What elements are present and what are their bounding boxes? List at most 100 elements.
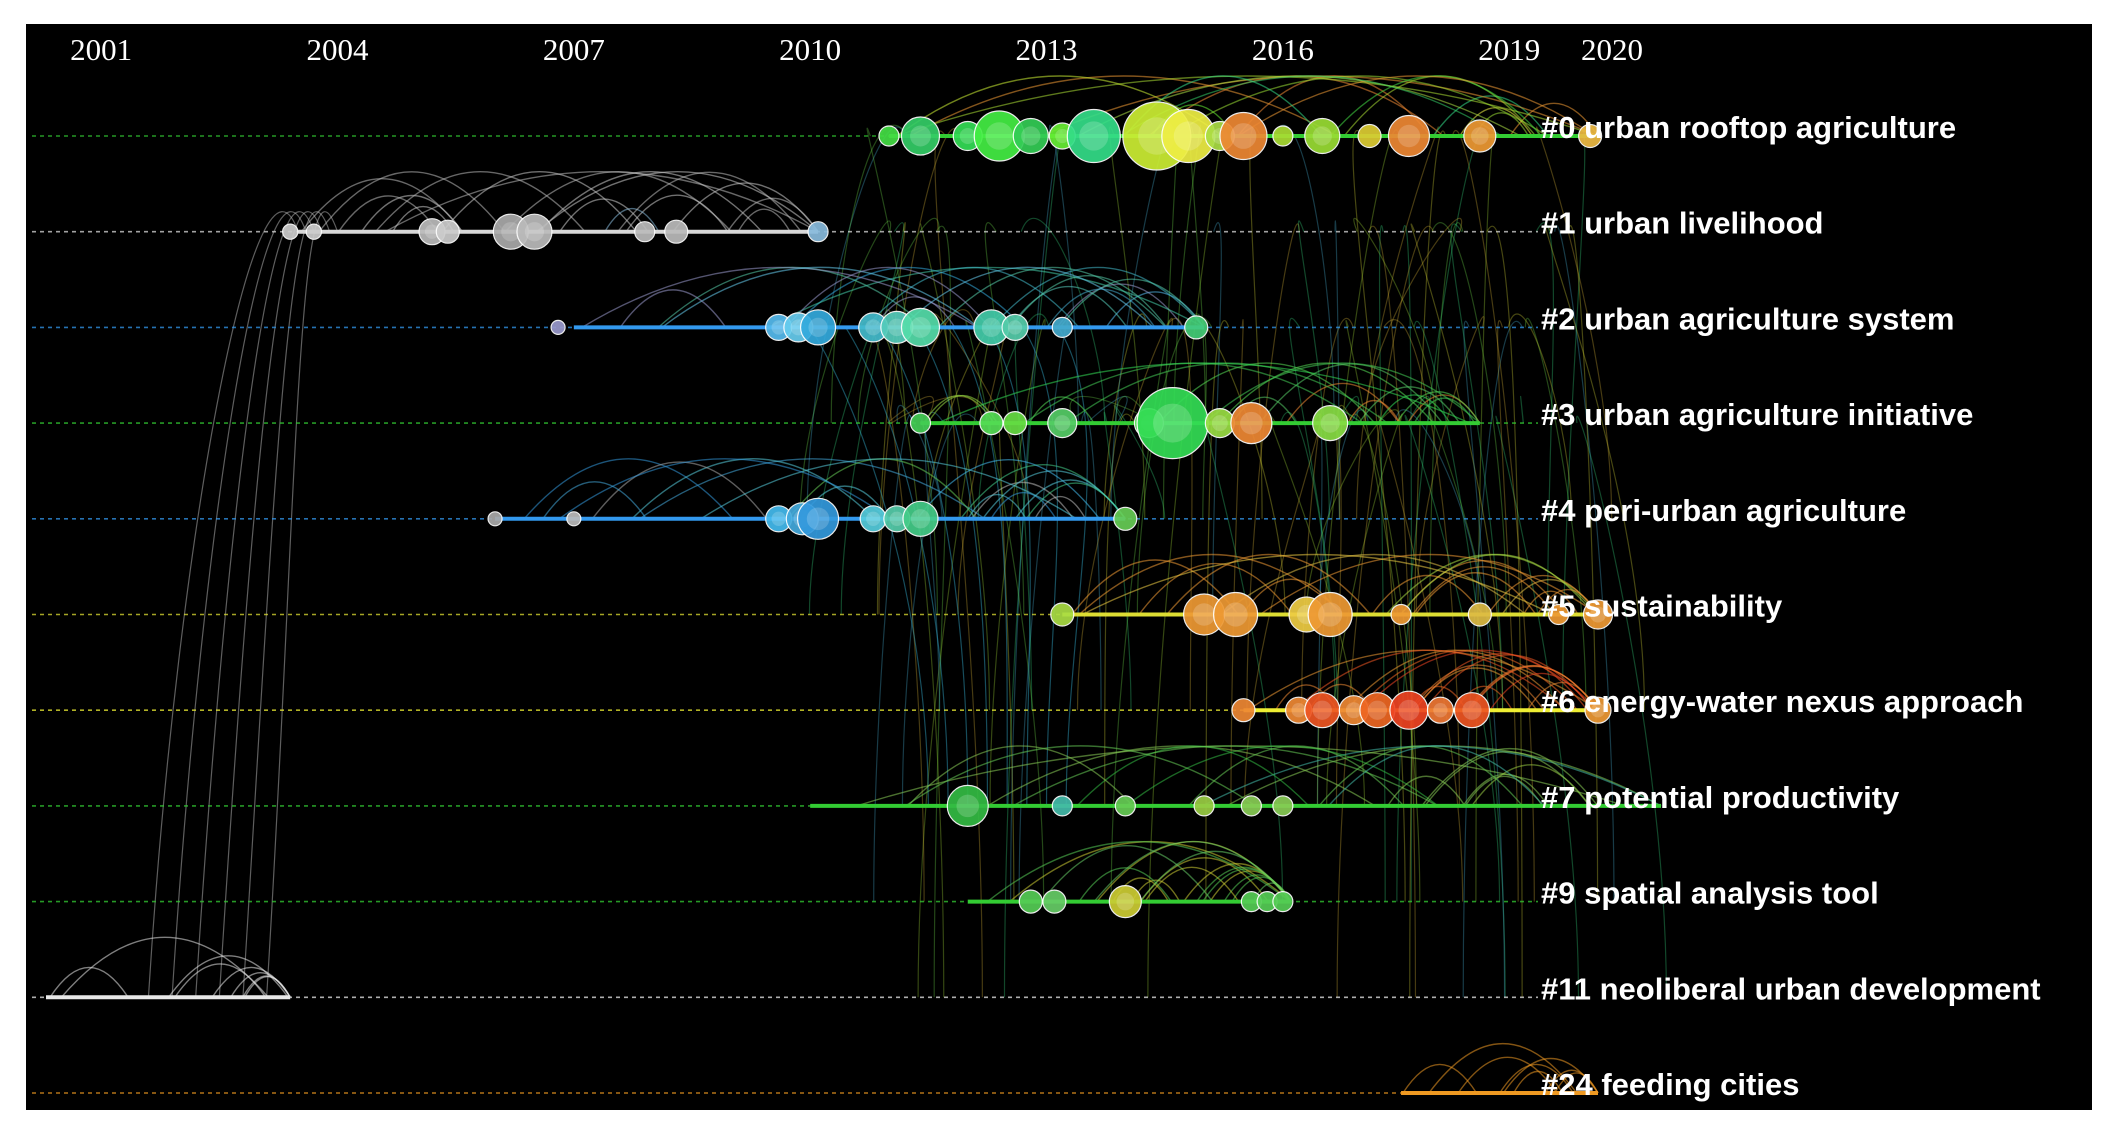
co-citation-arc [1371, 575, 1484, 615]
citation-node [1001, 313, 1029, 341]
citation-link [1463, 320, 1506, 998]
citation-node [1002, 411, 1028, 436]
co-citation-arc [1421, 747, 1599, 807]
citation-node-core [1312, 126, 1332, 146]
citation-link [1544, 223, 1646, 711]
year-tick-label: 2010 [779, 32, 841, 67]
citation-node [550, 319, 566, 335]
co-citation-arc [625, 194, 729, 233]
citation-link [1305, 409, 1401, 615]
co-citation-arc [1402, 1063, 1478, 1094]
cluster-label: #6 energy-water nexus approach [1541, 684, 2023, 719]
citation-link [1352, 129, 1406, 902]
co-citation-arc [337, 195, 439, 233]
cluster-labels: #0 urban rooftop agriculture #1 urban liv… [1541, 110, 2041, 1102]
co-citation-arc [1502, 1057, 1599, 1094]
co-citation-arc [1410, 664, 1545, 711]
co-citation-arc [536, 171, 819, 233]
co-citation-arc [1424, 751, 1591, 807]
co-citation-arc [700, 458, 1078, 520]
citation-link [891, 395, 983, 424]
co-citation-arc [1166, 554, 1372, 615]
citation-node-core [910, 125, 931, 147]
co-citation-arc [737, 208, 791, 233]
citation-link [1003, 130, 1063, 998]
citation-node-core [865, 319, 882, 336]
citation-node [946, 784, 989, 828]
co-citation-arc [1144, 866, 1240, 902]
citation-node-core [1398, 699, 1420, 721]
co-citation-arc [1358, 386, 1461, 424]
citation-node [664, 219, 689, 244]
co-citation-arc [168, 955, 289, 998]
citation-link [880, 327, 969, 806]
co-citation-arc [1034, 495, 1087, 520]
citation-link [986, 327, 1031, 806]
citation-link [1394, 409, 1482, 615]
year-tick-label: 2020 [1581, 32, 1643, 67]
citation-link [1428, 411, 1498, 711]
citation-link [1212, 222, 1222, 615]
citation-node [807, 221, 829, 243]
citation-link [1368, 225, 1417, 998]
citation-node-core [1192, 603, 1216, 626]
citation-node-core [1055, 128, 1070, 144]
citation-node-core [866, 511, 881, 526]
cluster-label: #11 neoliberal urban development [1541, 971, 2041, 1006]
citation-node [1114, 795, 1136, 817]
citation-node-core [1312, 700, 1332, 720]
citation-node-core [1230, 123, 1257, 149]
co-citation-arc [1081, 553, 1553, 616]
citation-link [1113, 404, 1166, 519]
year-tick-label: 2016 [1252, 32, 1314, 67]
citation-node [1548, 603, 1570, 626]
citation-node [1051, 316, 1073, 338]
co-citation-arc [900, 266, 1154, 328]
co-citation-arc [1170, 75, 1548, 137]
citation-node-core [910, 509, 931, 529]
citation-link [912, 309, 976, 424]
citation-node-core [1318, 602, 1343, 627]
citation-link [886, 395, 934, 424]
citation-node [909, 412, 932, 434]
cluster-label: #2 urban agriculture system [1541, 301, 1955, 336]
citation-link [171, 211, 307, 998]
citation-link [830, 124, 909, 424]
co-citation-arc [937, 266, 1167, 328]
citation-link [857, 217, 940, 424]
citation-node [1213, 591, 1259, 638]
citation-node-core [888, 318, 906, 337]
citation-link [265, 211, 339, 998]
co-citation-arc [916, 459, 1101, 520]
citation-link [977, 313, 1050, 519]
citation-node-core [1007, 320, 1023, 335]
citation-node-core [1223, 602, 1248, 627]
citation-node [1582, 599, 1614, 630]
citation-link [1048, 124, 1079, 424]
co-citation-arc [60, 936, 269, 998]
co-citation-arc [631, 458, 875, 520]
citation-link [1497, 319, 1519, 902]
citation-node-core [1590, 703, 1606, 718]
citation-node [1357, 123, 1382, 149]
co-citation-arc [896, 75, 1223, 137]
co-citation-arc [1377, 394, 1451, 424]
co-citation-arc [768, 266, 1205, 329]
citation-node-core [1079, 121, 1109, 151]
citation-node-core [1153, 403, 1193, 443]
citation-node [1453, 692, 1491, 729]
citation-node [566, 511, 582, 527]
co-citation-arc [785, 266, 991, 328]
citation-node-core [1054, 415, 1071, 432]
co-citation-arc [1078, 553, 1345, 616]
co-citation-arc [1221, 553, 1527, 616]
cluster-timeline-chart: 2001 2004 2007 2010 2013 2016 2019 2020 #0 urba… [26, 24, 2092, 1110]
citation-link [1451, 129, 1535, 902]
co-citation-arc [617, 171, 802, 233]
citation-node [516, 213, 553, 250]
cluster-label: #1 urban livelihood [1541, 206, 1824, 241]
co-citation-arc [604, 207, 660, 233]
co-citation-arc [1138, 563, 1293, 615]
citation-links [147, 124, 1667, 998]
citation-link [1103, 313, 1148, 519]
